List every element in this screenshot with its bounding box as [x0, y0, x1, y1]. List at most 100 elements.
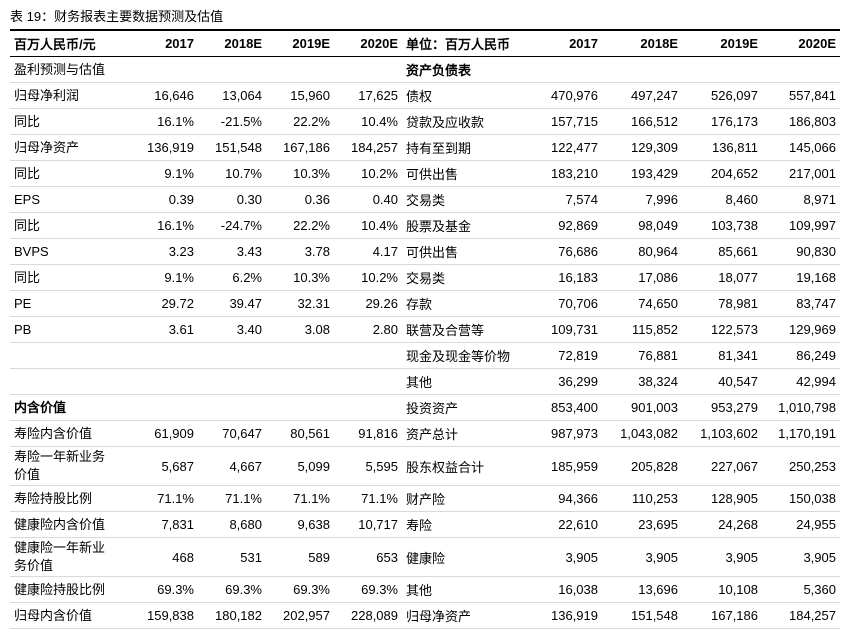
value-cell: 0.39 — [140, 186, 198, 213]
value-cell: 185,959 — [542, 446, 602, 486]
value-cell — [140, 56, 198, 83]
value-cell: 3.61 — [140, 316, 198, 343]
label-text: 寿险持股比例 — [14, 490, 93, 506]
value-cell: 36,299 — [542, 368, 602, 395]
value-cell: 531 — [198, 537, 266, 577]
value-cell: 8,680 — [198, 511, 266, 538]
value-cell — [140, 342, 198, 369]
value-cell: 9.1% — [140, 160, 198, 187]
caption: 表 19：财务报表主要数据预测及估值 — [10, 9, 224, 24]
value-cell: 1,010,798 — [762, 394, 840, 421]
data-table: 百万人民币/元 2017 2018E 2019E 2020E 单位：百万人民币 2017 20… — [10, 29, 840, 629]
value-cell: 13,064 — [198, 82, 266, 109]
row-label: 现金及现金等价物 — [402, 342, 542, 369]
row-label: 健康险持股比例 — [10, 576, 140, 603]
value-cell: 13,696 — [602, 576, 682, 603]
value-cell: 8,460 — [682, 186, 762, 213]
value-cell: 136,919 — [140, 134, 198, 161]
value-cell: 71.1% — [334, 485, 402, 512]
value-cell: 71.1% — [140, 485, 198, 512]
label-text: 同比 — [14, 269, 41, 285]
row-label: 寿险一年新业务价值 — [10, 446, 140, 486]
value-cell: 74,650 — [602, 290, 682, 317]
header-cell: 2020E — [334, 29, 402, 57]
value-cell: 3.78 — [266, 238, 334, 265]
value-cell: 16,183 — [542, 264, 602, 291]
value-cell: 16.1% — [140, 212, 198, 239]
label-text: 健康险持股比例 — [14, 581, 106, 597]
value-cell: 91,816 — [334, 420, 402, 447]
value-cell: 10.3% — [266, 160, 334, 187]
table-row: 归母内含价值 159,838 180,182 202,957 228,089 归母净资产 1… — [10, 602, 840, 629]
value-cell: 183,210 — [542, 160, 602, 187]
value-cell: 202,957 — [266, 602, 334, 629]
value-cell — [266, 342, 334, 369]
value-cell: 167,186 — [266, 134, 334, 161]
value-cell: 167,186 — [682, 602, 762, 629]
table-row: 寿险持股比例 71.1% 71.1% 71.1% 71.1% 财产险 94,366 110,2… — [10, 485, 840, 512]
value-cell: 109,997 — [762, 212, 840, 239]
header-cell: 2018E — [602, 29, 682, 57]
value-cell: 526,097 — [682, 82, 762, 109]
label-text: 健康险内含价值 — [14, 516, 106, 532]
value-cell: 3.43 — [198, 238, 266, 265]
label-text: BVPS — [14, 243, 49, 259]
value-cell: 70,647 — [198, 420, 266, 447]
row-label: 健康险 — [402, 537, 542, 577]
value-cell — [266, 394, 334, 421]
value-cell — [198, 56, 266, 83]
value-cell — [334, 56, 402, 83]
value-cell: 32.31 — [266, 290, 334, 317]
value-cell: 69.3% — [266, 576, 334, 603]
value-cell: 42,994 — [762, 368, 840, 395]
value-cell: 0.30 — [198, 186, 266, 213]
value-cell: 10.2% — [334, 160, 402, 187]
value-cell: 39.47 — [198, 290, 266, 317]
row-label: 寿险内含价值 — [10, 420, 140, 447]
row-label: EPS — [10, 186, 140, 213]
value-cell: 70,706 — [542, 290, 602, 317]
value-cell: 250,253 — [762, 446, 840, 486]
value-cell: 5,360 — [762, 576, 840, 603]
row-label: 盈利预测与估值 — [10, 56, 140, 83]
value-cell: 5,099 — [266, 446, 334, 486]
value-cell: 180,182 — [198, 602, 266, 629]
value-cell: 78,981 — [682, 290, 762, 317]
value-cell — [334, 342, 402, 369]
table-row: 健康险内含价值 7,831 8,680 9,638 10,717 寿险 22,610 23,6… — [10, 511, 840, 538]
value-cell: 3.23 — [140, 238, 198, 265]
row-label: 可供出售 — [402, 160, 542, 187]
value-cell: 22.2% — [266, 212, 334, 239]
value-cell: 0.40 — [334, 186, 402, 213]
value-cell: 5,595 — [334, 446, 402, 486]
row-label: 贷款及应收款 — [402, 108, 542, 135]
row-label: 归母内含价值 — [10, 602, 140, 629]
value-cell: 151,548 — [198, 134, 266, 161]
table-body: 盈利预测与估值 资产负债表 归母净利润 16,646 13,064 15,960 17,62… — [10, 56, 840, 629]
header-cell: 2019E — [266, 29, 334, 57]
value-cell: 98,049 — [602, 212, 682, 239]
value-cell: 15,960 — [266, 82, 334, 109]
table-row: 盈利预测与估值 资产负债表 — [10, 56, 840, 83]
value-cell: 1,103,602 — [682, 420, 762, 447]
value-cell: 3.08 — [266, 316, 334, 343]
value-cell: 69.3% — [140, 576, 198, 603]
value-cell: 69.3% — [198, 576, 266, 603]
value-cell: 184,257 — [762, 602, 840, 629]
value-cell: 7,574 — [542, 186, 602, 213]
value-cell: 10,108 — [682, 576, 762, 603]
value-cell: 136,811 — [682, 134, 762, 161]
value-cell: 122,477 — [542, 134, 602, 161]
label-text: 寿险一年新业务价值 — [14, 449, 106, 482]
row-label: PB — [10, 316, 140, 343]
table-row: PB 3.61 3.40 3.08 2.80 联营及合营等 109,731 115,852 12… — [10, 316, 840, 343]
row-label: 同比 — [10, 108, 140, 135]
value-cell: 193,429 — [602, 160, 682, 187]
value-cell: 71.1% — [266, 485, 334, 512]
value-cell — [266, 368, 334, 395]
value-cell: 2.80 — [334, 316, 402, 343]
value-cell: 18,077 — [682, 264, 762, 291]
value-cell: 9.1% — [140, 264, 198, 291]
value-cell — [602, 56, 682, 83]
value-cell: 228,089 — [334, 602, 402, 629]
